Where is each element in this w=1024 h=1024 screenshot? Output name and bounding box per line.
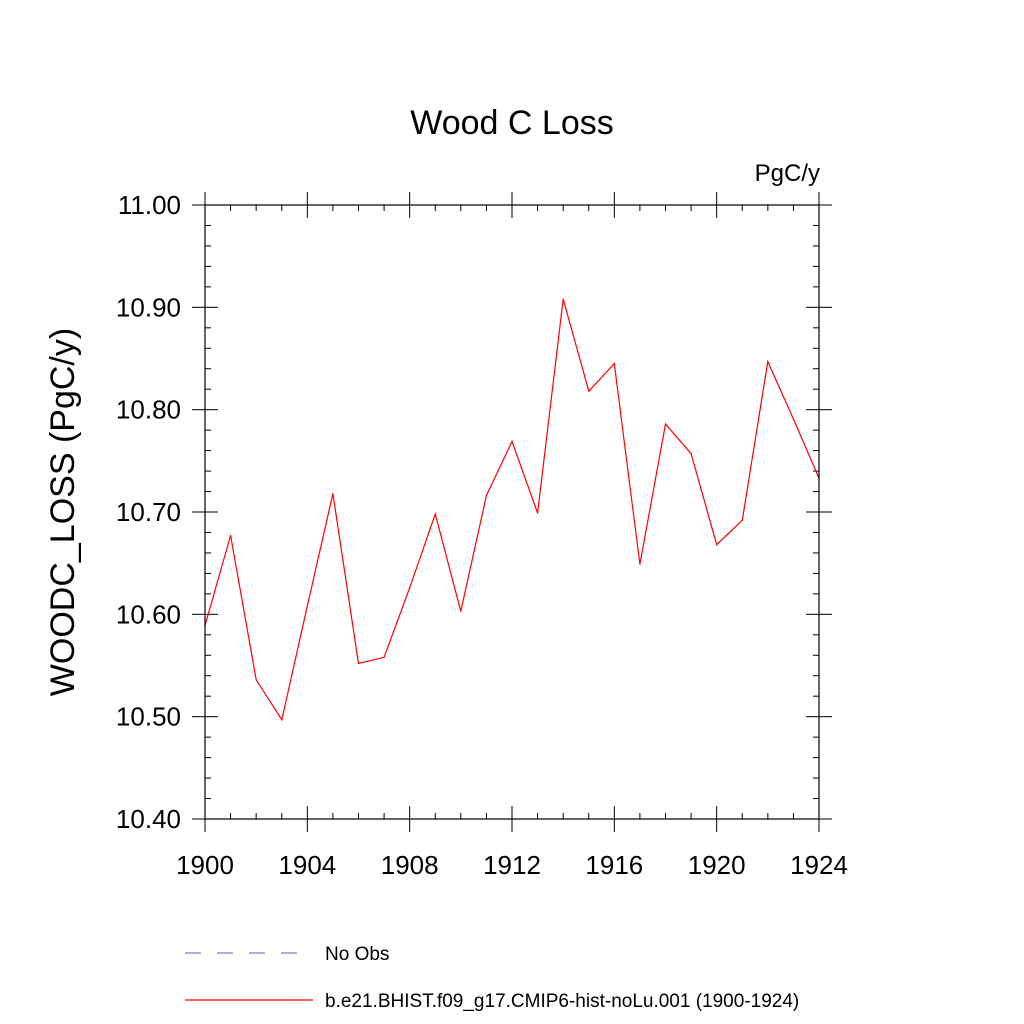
data-point — [383, 656, 385, 658]
data-point — [716, 544, 718, 546]
data-point — [792, 418, 795, 420]
y-tick-label: 11.00 — [118, 190, 181, 220]
x-tick-label: 1924 — [790, 850, 848, 880]
x-tick-label: 1916 — [585, 850, 643, 880]
x-tick-label: 1908 — [381, 850, 439, 880]
data-point — [409, 587, 411, 589]
legend: No Obs b.e21.BHIST.f09_g17.CMIP6-hist-no… — [185, 944, 799, 1012]
data-point — [690, 453, 692, 455]
data-point — [588, 390, 590, 392]
x-tick-label: 1904 — [278, 850, 336, 880]
series-line-0 — [204, 298, 820, 722]
data-point — [664, 423, 667, 425]
units-label: PgC/y — [755, 160, 820, 187]
data-point — [613, 363, 615, 365]
y-tick-label: 10.50 — [116, 702, 181, 732]
data-point — [281, 719, 283, 721]
data-point — [434, 513, 436, 515]
plot-data — [204, 298, 820, 722]
data-point — [639, 563, 641, 565]
data-point — [255, 679, 257, 681]
data-point — [741, 519, 743, 521]
data-point — [306, 605, 308, 607]
y-tick-label: 10.70 — [116, 497, 181, 527]
y-axis-label: WOODC_LOSS (PgC/y) — [44, 328, 82, 696]
data-point — [460, 610, 462, 612]
data-point — [511, 440, 513, 442]
legend-label-no-obs: No Obs — [325, 944, 389, 965]
data-point — [562, 298, 564, 300]
data-point — [229, 534, 232, 537]
data-point — [485, 495, 488, 497]
plot-frame — [204, 204, 820, 820]
chart-title: Wood C Loss — [410, 104, 613, 142]
data-point — [332, 492, 334, 495]
data-point — [357, 662, 360, 665]
legend-label-model-run: b.e21.BHIST.f09_g17.CMIP6-hist-noLu.001 … — [325, 991, 799, 1012]
x-tick-label: 1912 — [483, 850, 541, 880]
y-tick-label: 10.40 — [116, 804, 181, 834]
y-tick-label: 10.60 — [116, 599, 181, 629]
y-tick-label: 10.90 — [116, 292, 181, 322]
data-point — [536, 512, 539, 514]
y-tick-label: 10.80 — [116, 395, 181, 425]
axis-ticks: 1900 1904 1908 1912 1916 1920 1924 10.40 10.50 10… — [116, 190, 848, 880]
x-tick-label: 1900 — [176, 850, 234, 880]
data-point — [767, 360, 769, 363]
x-tick-label: 1920 — [688, 850, 746, 880]
